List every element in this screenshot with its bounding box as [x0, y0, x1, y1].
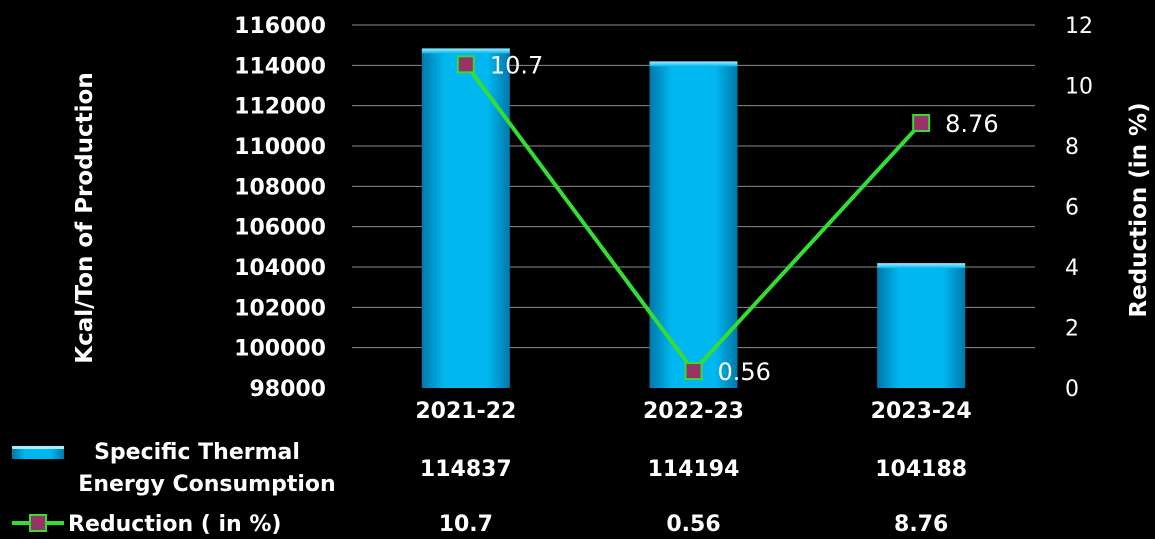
- table-row-label-reduction: Reduction ( in %): [68, 512, 281, 537]
- bar-body: [877, 263, 966, 388]
- legend-key-bar: [12, 446, 64, 459]
- table-cell: 114194: [648, 457, 740, 482]
- bar: [421, 48, 510, 389]
- labels: 98000 100000 102000 104000 106000 108000 11000…: [234, 14, 1093, 424]
- y2-tick-label: 4: [1065, 256, 1079, 281]
- legend-key-line: [12, 514, 64, 532]
- y-tick-label: 100000: [234, 337, 326, 362]
- line-marker: [684, 362, 703, 381]
- table-cell: 0.56: [666, 512, 720, 537]
- table-row-label-line1: Specific Thermal: [94, 440, 300, 465]
- y2-tick-label: 10: [1065, 75, 1093, 100]
- line-marker: [912, 114, 931, 133]
- y-tick-label: 102000: [234, 296, 326, 321]
- y2-axis-title: Reduction (in %): [1126, 102, 1152, 317]
- bar-body: [421, 48, 510, 389]
- y2-tick-label: 6: [1065, 196, 1079, 221]
- table-cell: 8.76: [894, 512, 948, 537]
- bar-cap: [421, 48, 510, 54]
- y-tick-label: 110000: [234, 135, 326, 160]
- y-tick-label: 104000: [234, 256, 326, 281]
- line-marker: [456, 55, 475, 74]
- y-tick-label: 98000: [249, 377, 326, 402]
- y-tick-label: 106000: [234, 216, 326, 241]
- line-series: [456, 55, 931, 381]
- x-tick-label: 2021-22: [415, 399, 516, 424]
- data-label: 0.56: [718, 358, 771, 386]
- y2-tick-label: 12: [1065, 14, 1093, 39]
- table-cell: 114837: [420, 457, 512, 482]
- data-label: 10.7: [490, 51, 543, 79]
- bar-series: [421, 48, 966, 389]
- data-table: Specific Thermal Energy Consumption Redu…: [12, 440, 967, 537]
- y-tick-label: 112000: [234, 95, 326, 120]
- data-label: 8.76: [945, 110, 998, 138]
- y-axis-title: Kcal/Ton of Production: [72, 72, 98, 363]
- x-tick-label: 2022-23: [643, 399, 744, 424]
- y2-tick-label: 2: [1065, 317, 1079, 342]
- y-tick-label: 114000: [234, 54, 326, 79]
- y-tick-label: 108000: [234, 175, 326, 200]
- table-row-label-line2: Energy Consumption: [78, 472, 335, 497]
- table-cell: 104188: [875, 457, 967, 482]
- bar-cap: [877, 263, 966, 269]
- y2-tick-label: 8: [1065, 135, 1079, 160]
- y-tick-label: 116000: [234, 14, 326, 39]
- x-tick-label: 2023-24: [871, 399, 972, 424]
- table-cell: 10.7: [439, 512, 493, 537]
- bar: [877, 263, 966, 388]
- y2-tick-label: 0: [1065, 377, 1079, 402]
- bar-cap: [649, 61, 738, 67]
